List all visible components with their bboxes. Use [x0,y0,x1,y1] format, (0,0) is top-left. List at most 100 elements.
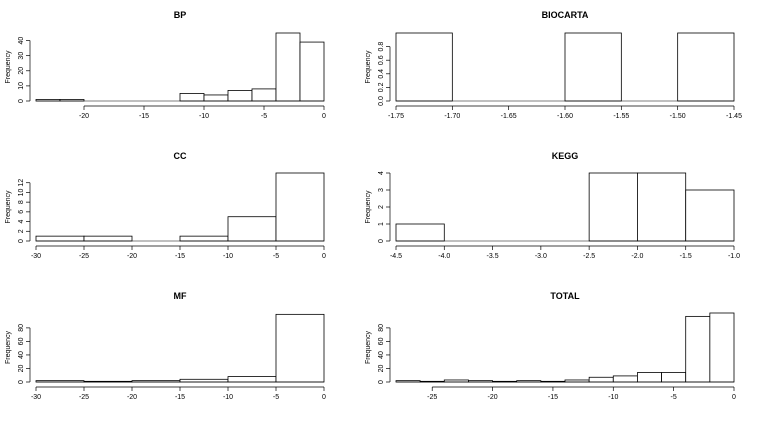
histogram-bar [227,376,277,383]
x-tick-label: -10 [223,394,233,401]
y-tick-label: 60 [18,337,25,345]
x-tick-label: -2.5 [583,253,595,260]
x-tick-label: -30 [31,394,41,401]
x-tick-label: -1.70 [444,113,460,120]
y-axis-label: Frequency [5,190,12,224]
histogram-bar [588,376,614,383]
chart-title: BP [174,10,187,20]
x-tick-label: -20 [79,113,89,120]
histogram-bar [685,189,735,242]
y-tick-label: 40 [378,351,385,359]
histogram-bar [275,313,325,383]
histogram-bar [83,235,133,242]
histogram-panel-5: MF -30 -25 -20 -15 -10 -5 0 0 20 40 60 80 Frequency [5,291,326,401]
histogram-bar [677,32,735,102]
y-tick-label: 30 [18,52,25,60]
x-tick-label: -20 [127,394,137,401]
histogram-bar [395,32,453,102]
y-tick-label: 8 [18,200,25,204]
x-tick-label: -20 [127,253,137,260]
y-tick-label: 0.4 [378,69,385,79]
x-tick-label: -5 [261,113,267,120]
y-axis-label: Frequency [5,330,12,364]
chart-title: KEGG [552,151,579,161]
y-axis-label: Frequency [365,50,372,84]
y-tick-label: 20 [18,364,25,372]
x-tick-label: -5 [273,253,279,260]
y-tick-label: 80 [18,324,25,332]
histogram-bar [612,375,638,383]
y-axis-label: Frequency [5,50,12,84]
chart-title: CC [174,151,187,161]
histogram-bar [227,216,277,242]
histogram-bar [179,93,205,102]
x-tick-label: -5 [671,394,677,401]
histogram-bar [179,378,229,383]
y-tick-label: 0 [18,99,25,103]
x-tick-label: -4.5 [390,253,402,260]
y-tick-label: 40 [18,351,25,359]
x-tick-label: -10 [223,253,233,260]
histogram-bar [637,172,687,242]
y-tick-label: 60 [378,337,385,345]
x-tick-label: -3.5 [487,253,499,260]
x-tick-label: -25 [427,394,437,401]
histogram-panel-4: KEGG -4.5 -4.0 -3.5 -3.0 -2.5 -2.0 -1.5 -1.0 0 1 2 3… [365,151,740,260]
histogram-bar [35,235,85,242]
y-tick-label: 3 [378,188,385,192]
y-tick-label: 2 [378,205,385,209]
histogram-bar [709,312,735,383]
y-axis-label: Frequency [365,190,372,224]
y-tick-label: 1 [378,222,385,226]
x-tick-label: 0 [732,394,736,401]
y-tick-label: 6 [18,210,25,214]
x-tick-label: -15 [175,394,185,401]
y-tick-label: 10 [18,82,25,90]
y-tick-label: 80 [378,324,385,332]
y-tick-label: 0 [18,380,25,384]
x-tick-label: -20 [488,394,498,401]
y-tick-label: 0.2 [378,82,385,92]
x-tick-label: -1.50 [670,113,686,120]
x-tick-label: -1.60 [557,113,573,120]
histogram-bar [251,88,277,102]
histogram-bar [588,172,638,242]
x-tick-label: -1.65 [501,113,517,120]
y-tick-label: 0 [378,239,385,243]
histogram-bar [564,379,590,383]
x-tick-label: -5 [273,394,279,401]
x-tick-label: -15 [175,253,185,260]
y-tick-label: 0.6 [378,55,385,65]
y-tick-label: 20 [378,364,385,372]
histogram-bar [564,32,622,102]
y-tick-label: 20 [18,67,25,75]
chart-title: TOTAL [550,291,580,301]
y-tick-label: 4 [18,220,25,224]
chart-title: MF [174,291,187,301]
y-tick-label: 0.8 [378,42,385,52]
histogram-bar [661,372,687,383]
y-tick-label: 40 [18,37,25,45]
histogram-bar [637,372,662,383]
histogram-bar [179,235,229,242]
histogram-bar [227,90,253,102]
x-tick-label: -2.0 [631,253,643,260]
y-tick-label: 2 [18,229,25,233]
histogram-bar [203,94,229,102]
y-tick-label: 4 [378,171,385,175]
x-tick-label: -30 [31,253,41,260]
x-tick-label: -25 [79,253,89,260]
histogram-panel-1: BP -20 -15 -10 -5 0 0 10 20 30 40 Frequency [5,10,326,120]
y-tick-label: 0 [18,239,25,243]
y-tick-label: 0.0 [378,96,385,106]
x-tick-label: -15 [548,394,558,401]
x-tick-label: -1.75 [388,113,404,120]
y-tick-label: 0 [378,380,385,384]
x-tick-label: -1.0 [728,253,740,260]
x-tick-label: -4.0 [438,253,450,260]
histogram-bar [395,223,445,242]
y-tick-label: 10 [18,188,25,196]
x-tick-label: 0 [322,394,326,401]
